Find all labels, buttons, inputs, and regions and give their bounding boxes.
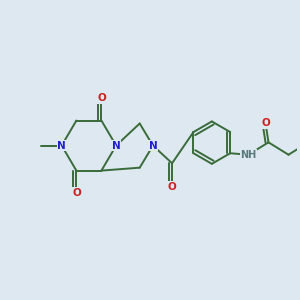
Text: O: O <box>97 94 106 103</box>
Text: N: N <box>57 141 66 151</box>
Text: O: O <box>261 118 270 128</box>
Text: NH: NH <box>240 150 256 160</box>
Text: O: O <box>168 182 176 192</box>
Text: N: N <box>148 141 157 151</box>
Text: N: N <box>112 141 121 151</box>
Text: O: O <box>72 188 81 198</box>
